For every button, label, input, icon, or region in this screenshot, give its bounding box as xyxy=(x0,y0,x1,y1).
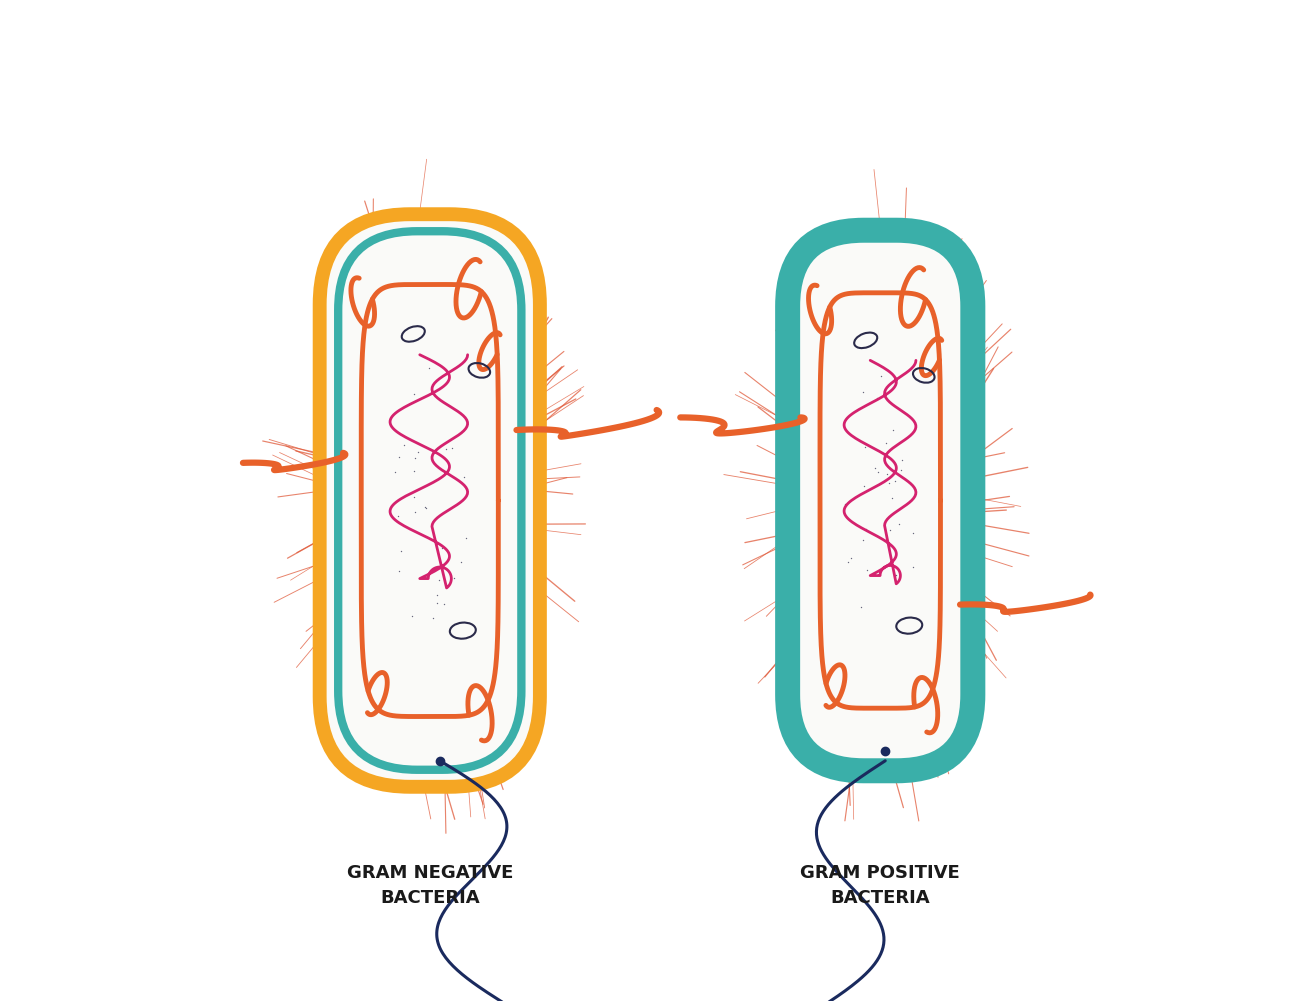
Text: GRAM POSITIVE
BACTERIA: GRAM POSITIVE BACTERIA xyxy=(801,865,961,907)
FancyBboxPatch shape xyxy=(788,230,972,771)
FancyBboxPatch shape xyxy=(338,231,521,770)
FancyBboxPatch shape xyxy=(824,305,937,696)
FancyBboxPatch shape xyxy=(320,214,540,787)
Text: GRAM NEGATIVE
BACTERIA: GRAM NEGATIVE BACTERIA xyxy=(347,865,514,907)
FancyBboxPatch shape xyxy=(365,297,494,704)
